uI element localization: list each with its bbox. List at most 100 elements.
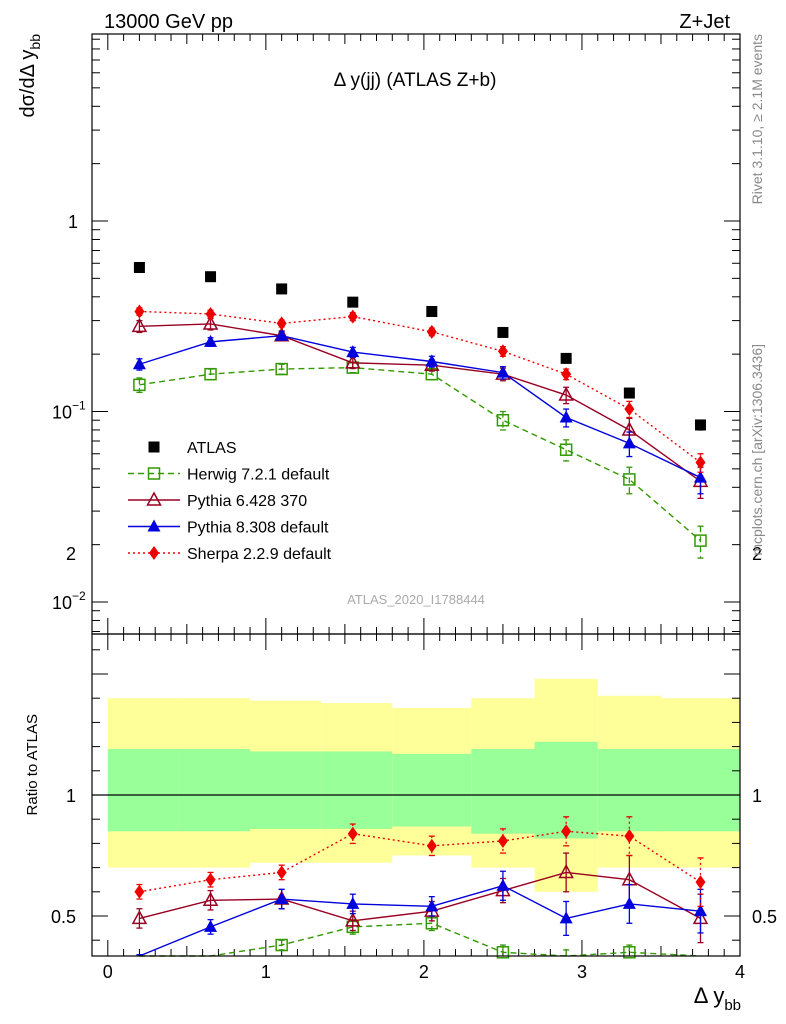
legend-label-herwig-7-2-1-default: Herwig 7.2.1 default (187, 467, 330, 484)
main-point-sherpa-2-2-9-default (347, 309, 358, 324)
ratio-frame (91, 633, 741, 957)
main-y-tick-label-base: 10 (52, 403, 72, 423)
ratio-y-tick-label: 0.5 (51, 907, 76, 927)
main-point-atlas (694, 419, 706, 431)
main-point-pythia-8-308-default (425, 354, 439, 367)
main-point-pythia-8-308-default (622, 436, 636, 449)
ratio-series-pythia-8-308-default (136, 870, 707, 957)
mcplots-label: mcplots.cern.ch [arXiv:1306.3436] (749, 344, 765, 556)
main-line-pythia-6-428-370 (139, 323, 701, 482)
legend-label-pythia-6-428-370: Pythia 6.428 370 (187, 493, 307, 510)
legend-marker-pythia-8-308-default (147, 519, 161, 532)
main-y-tick-label: 10−1 (52, 399, 86, 423)
main-series-sherpa-2-2-9-default (134, 304, 706, 473)
main-point-sherpa-2-2-9-default (624, 402, 635, 417)
legend-marker-atlas (148, 441, 160, 453)
ratio-series-layer (131, 816, 709, 959)
ratio-band-inner (471, 749, 535, 834)
ratio-point-sherpa-2-2-9-default (134, 884, 145, 899)
ratio-point-pythia-6-428-370 (558, 863, 574, 879)
legend-marker-sherpa-2-2-9-default (149, 546, 159, 560)
main-point-pythia-8-308-default (559, 410, 573, 423)
main-title: Δ y(jj) (ATLAS Z+b) (334, 70, 497, 91)
main-point-pythia-6-428-370 (558, 386, 574, 401)
main-point-herwig-7-2-1-default (275, 362, 288, 376)
ratio-y-tick-label: 1 (66, 786, 76, 806)
main-y-tick-label-exponent: −2 (72, 589, 86, 603)
ratio-point-pythia-8-308-default (622, 896, 636, 909)
main-point-herwig-7-2-1-default (559, 443, 573, 456)
ratio-band-inner (107, 749, 179, 832)
ratio-line-herwig-7-2-1-default (139, 922, 701, 957)
main-point-atlas (497, 326, 509, 338)
header-left: 13000 GeV pp (104, 11, 233, 33)
main-point-pythia-6-428-370 (131, 317, 148, 333)
main-point-herwig-7-2-1-default (694, 534, 707, 547)
ratio-point-sherpa-2-2-9-default (426, 838, 437, 853)
ratio-band-inner (660, 749, 740, 832)
main-point-herwig-7-2-1-default (623, 473, 636, 486)
main-point-pythia-8-308-default (346, 345, 360, 358)
main-point-sherpa-2-2-9-default (205, 306, 216, 321)
ratio-point-pythia-6-428-370 (131, 909, 148, 925)
main-point-atlas (426, 305, 438, 317)
main-series-layer (131, 262, 709, 559)
ratio-point-sherpa-2-2-9-default (497, 833, 508, 848)
main-point-sherpa-2-2-9-default (561, 367, 572, 382)
legend: ATLAS Herwig 7.2.1 default Pythia 6.428 37… (128, 440, 332, 563)
ratio-point-herwig-7-2-1-default (496, 946, 510, 959)
main-point-sherpa-2-2-9-default (426, 324, 437, 339)
x-axis-label: Δ ybb (694, 983, 741, 1014)
ratio-y-axis-label: Ratio to ATLAS (24, 714, 41, 815)
main-series-herwig-7-2-1-default (133, 361, 707, 559)
main-point-pythia-8-308-default (693, 470, 707, 483)
ratio-line-pythia-8-308-default (139, 885, 701, 957)
ratio-point-pythia-8-308-default (425, 899, 439, 912)
main-point-pythia-6-428-370 (202, 315, 219, 330)
main-point-atlas (205, 271, 217, 283)
x-tick-label: 3 (577, 962, 587, 982)
main-axis-ticks: 10 −2 10−1 1 (52, 34, 741, 634)
main-point-herwig-7-2-1-default (204, 367, 217, 381)
rivet-label: Rivet 3.1.10, ≥ 2.1M events (749, 34, 765, 204)
main-point-sherpa-2-2-9-default (695, 455, 706, 470)
x-tick-label: 1 (261, 962, 271, 982)
ratio-point-pythia-6-428-370 (202, 891, 219, 907)
ratio-point-sherpa-2-2-9-default (624, 829, 635, 844)
ratio-point-sherpa-2-2-9-default (561, 824, 572, 839)
ratio-band-inner (321, 751, 393, 829)
main-point-sherpa-2-2-9-default (497, 344, 508, 359)
main-point-atlas (560, 352, 572, 364)
legend-label-atlas: ATLAS (187, 440, 237, 457)
ratio-band-inner (534, 741, 598, 839)
ratio-y-tick-label-right: 0.5 (752, 907, 777, 927)
ratio-point-sherpa-2-2-9-default (347, 826, 358, 841)
ratio-y-tick-label-right: 2 (752, 544, 762, 564)
ratio-point-pythia-8-308-default (559, 911, 573, 924)
ratio-point-sherpa-2-2-9-default (695, 875, 706, 890)
legend-marker-herwig-7-2-1-default (147, 467, 161, 480)
ratio-point-sherpa-2-2-9-default (276, 865, 287, 880)
legend-marker-pythia-6-428-370 (146, 491, 162, 506)
main-point-pythia-8-308-default (132, 357, 146, 370)
legend-label-sherpa-2-2-9-default: Sherpa 2.2.9 default (187, 546, 332, 563)
main-point-pythia-8-308-default (204, 334, 218, 347)
main-y-tick-label-exponent: −1 (72, 399, 86, 413)
main-point-atlas (133, 262, 145, 274)
main-y-tick-label: 1 (68, 212, 78, 232)
x-tick-label: 4 (735, 962, 745, 982)
ratio-band-inner (178, 749, 251, 832)
main-point-atlas (347, 296, 359, 308)
ratio-point-herwig-7-2-1-default (623, 946, 636, 959)
ratio-point-pythia-8-308-default (275, 892, 289, 905)
main-point-atlas (623, 387, 635, 399)
main-y-axis-label: dσ/dΔ ybb (17, 34, 43, 118)
ratio-series-sherpa-2-2-9-default (134, 816, 706, 907)
ratio-point-sherpa-2-2-9-default (205, 872, 216, 887)
ratio-panel: 0.5 0.5 1 1 2 2 0 1 2 3 4 Ratio to ATLAS Δ ybb (24, 544, 777, 1014)
main-frame (91, 33, 741, 635)
ratio-point-pythia-6-428-370 (345, 912, 361, 927)
main-panel: 10−210−11 Δ y(jj) (ATLAS Z+b) ATLAS_2020… (17, 33, 741, 635)
x-tick-label: 0 (103, 962, 113, 982)
ratio-y-tick-label: 2 (66, 544, 76, 564)
